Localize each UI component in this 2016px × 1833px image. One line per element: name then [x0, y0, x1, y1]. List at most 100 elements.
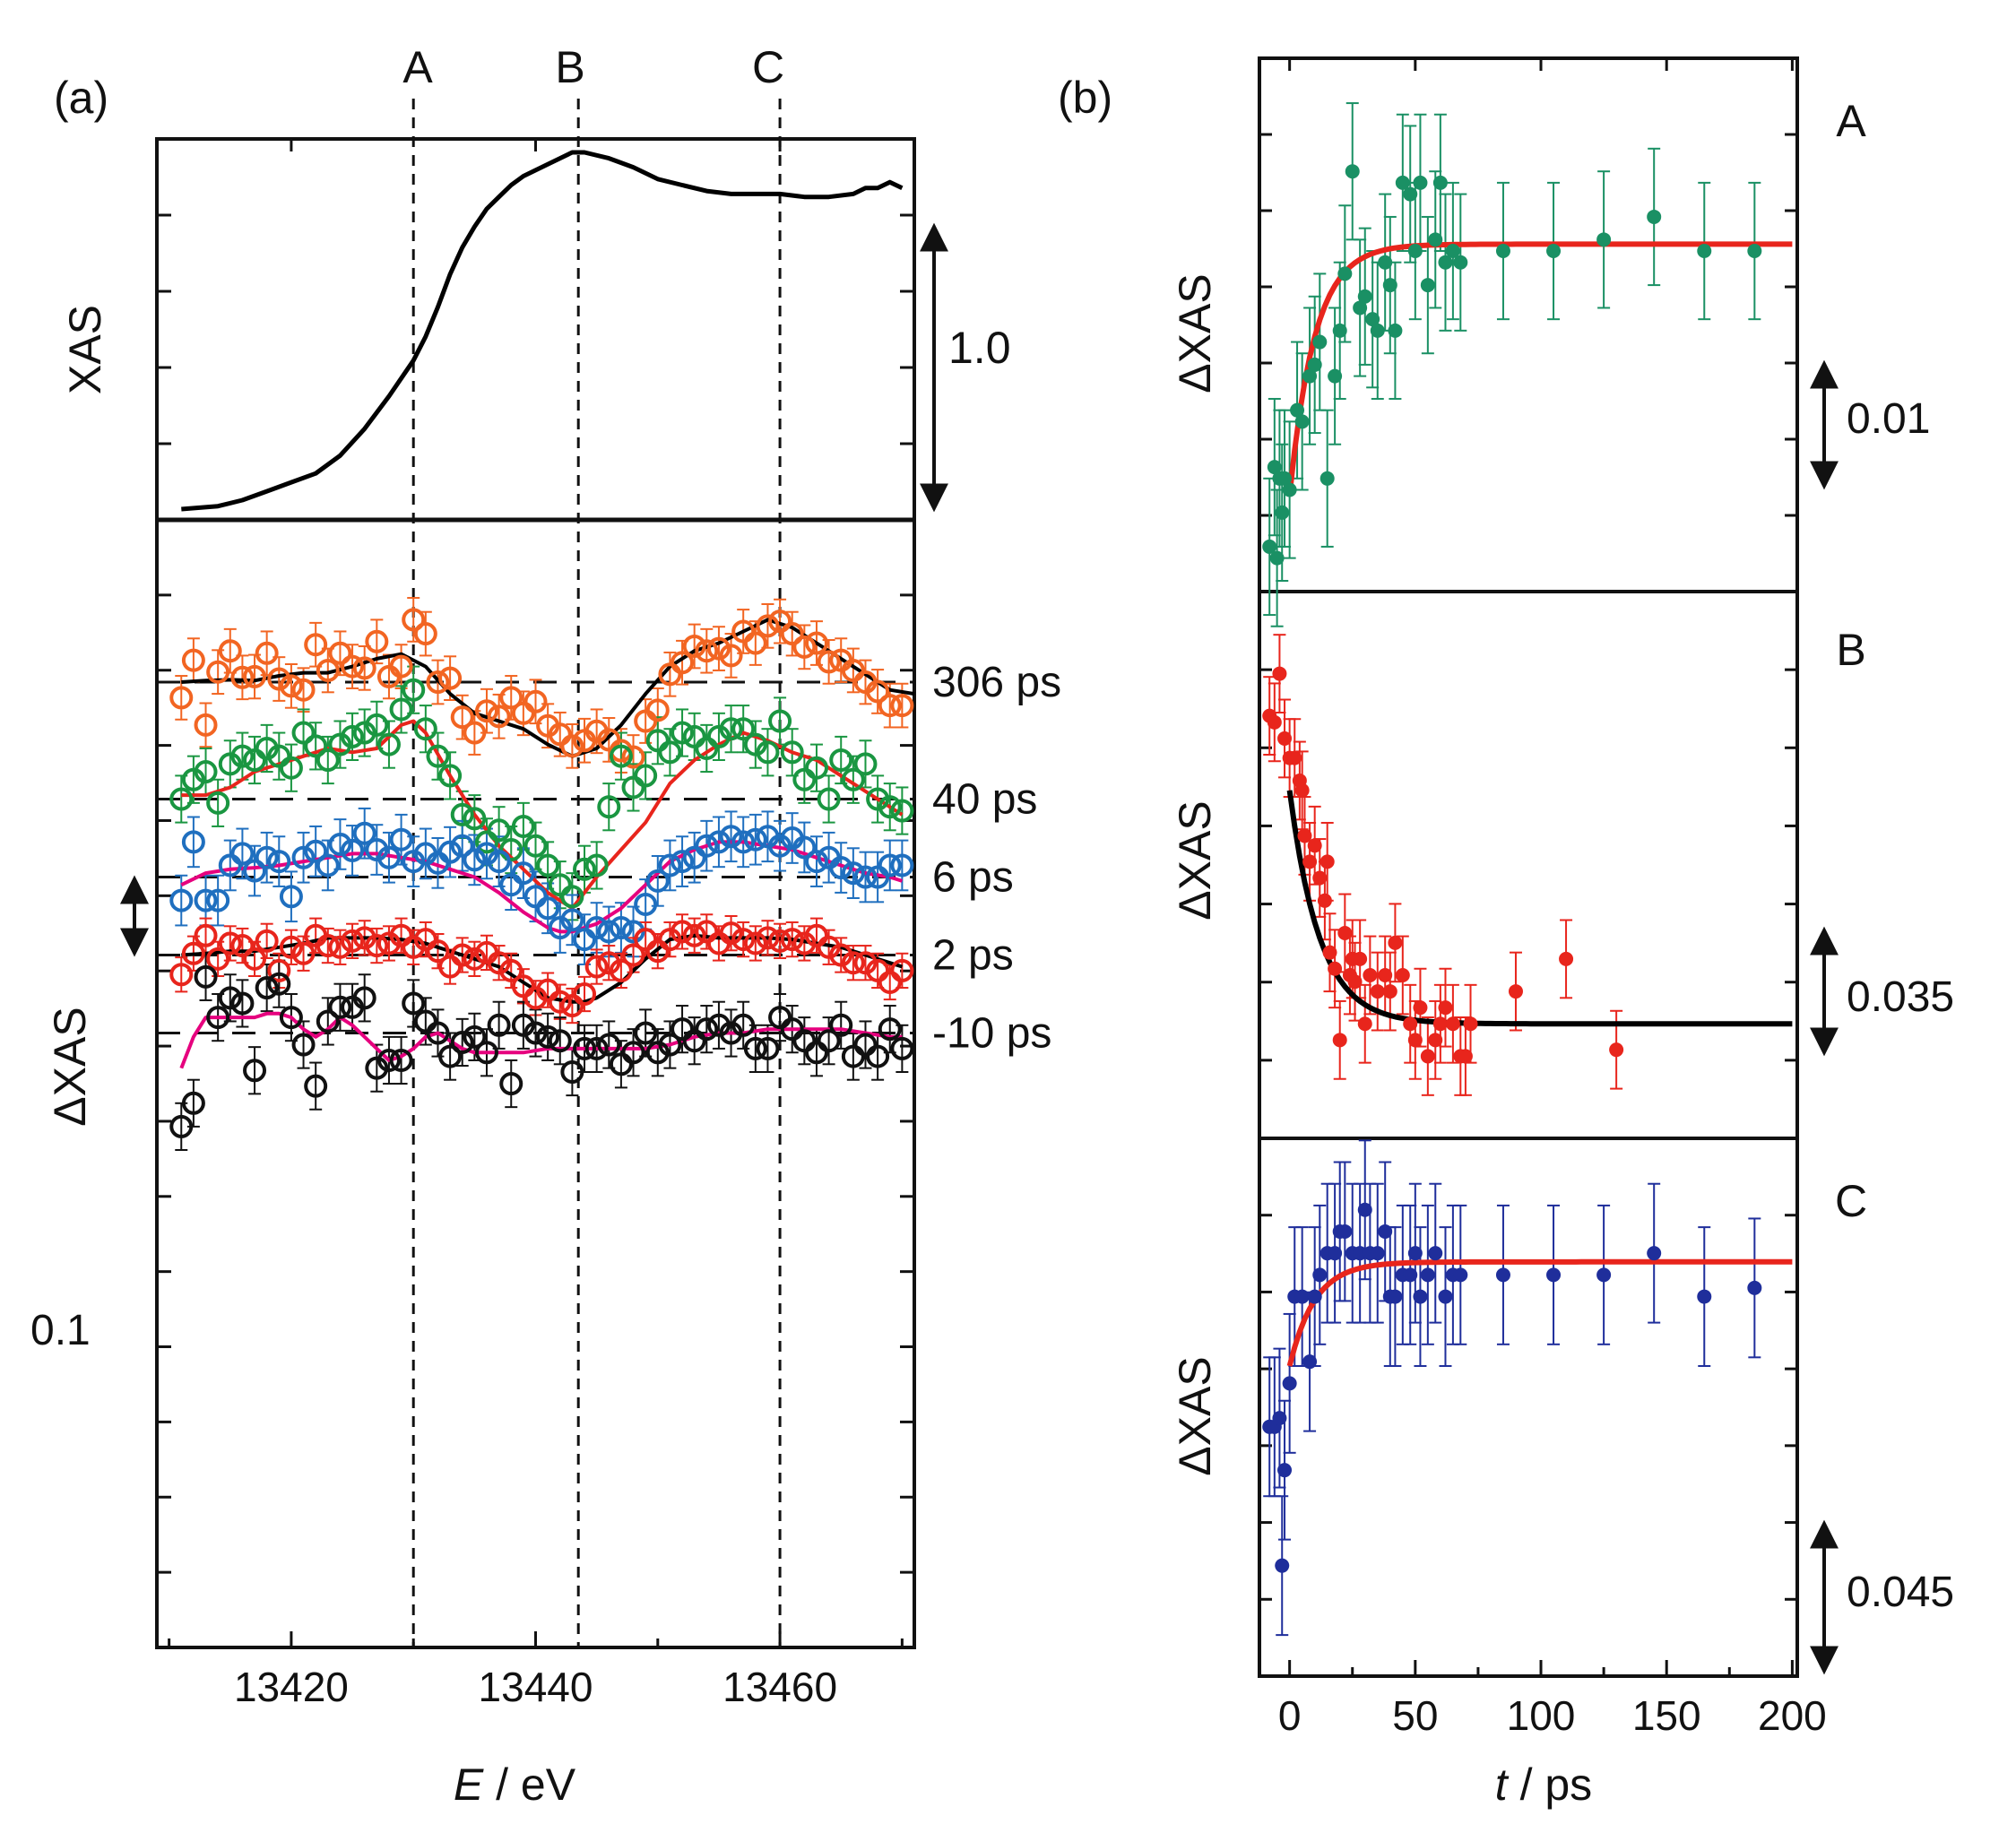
data-point	[267, 850, 291, 874]
data-point	[316, 934, 340, 958]
data-point	[792, 835, 817, 860]
data-point	[206, 888, 230, 912]
data-point	[1438, 1000, 1453, 1016]
data-point	[841, 658, 865, 682]
data-point	[1370, 1246, 1385, 1261]
data-point	[218, 639, 242, 663]
data-point	[1365, 312, 1380, 327]
panel-b-xtick-label: 100	[1507, 1692, 1576, 1739]
data-point	[1438, 255, 1453, 270]
data-point	[1370, 984, 1385, 999]
panel-a-label: (a)	[54, 73, 108, 123]
data-point	[671, 721, 695, 745]
data-point	[1647, 1246, 1662, 1261]
data-point	[413, 622, 437, 646]
marker-label-a: A	[402, 42, 433, 92]
data-point	[560, 994, 584, 1018]
data-point	[413, 928, 437, 952]
data-point	[291, 721, 316, 745]
data-point	[866, 865, 890, 889]
data-point	[658, 662, 682, 687]
data-point	[450, 1030, 474, 1054]
data-point	[1307, 1289, 1322, 1304]
data-point	[1328, 1246, 1343, 1261]
data-point	[255, 641, 279, 665]
data-point	[841, 1044, 865, 1068]
data-point	[1403, 1267, 1418, 1283]
data-point	[743, 827, 767, 852]
data-point	[169, 963, 194, 987]
data-point	[1463, 1016, 1478, 1032]
exponential-fit	[1286, 1258, 1793, 1367]
data-point	[267, 958, 291, 982]
data-point	[341, 838, 365, 862]
data-point	[376, 732, 401, 757]
data-point	[548, 873, 572, 897]
data-point	[402, 678, 426, 702]
data-point	[169, 1114, 194, 1138]
data-point	[671, 850, 695, 874]
data-point	[1546, 1267, 1562, 1283]
data-point	[389, 697, 413, 722]
data-point	[597, 795, 621, 819]
data-point	[1277, 1463, 1293, 1478]
data-point	[695, 834, 719, 858]
data-point	[438, 764, 463, 788]
data-point	[1312, 334, 1328, 350]
data-point	[316, 658, 340, 682]
data-point	[597, 920, 621, 944]
data-point	[878, 795, 902, 819]
data-point	[634, 892, 658, 916]
data-point	[450, 802, 474, 826]
data-point	[1294, 1289, 1310, 1304]
data-point	[878, 694, 902, 718]
data-point	[878, 1017, 902, 1042]
data-point	[463, 721, 487, 745]
data-point	[634, 764, 658, 788]
data-point	[487, 818, 511, 843]
data-point	[1388, 323, 1403, 338]
data-point	[499, 958, 523, 982]
data-point	[291, 678, 316, 702]
subpanel-label-c: C	[1835, 1176, 1867, 1226]
data-point	[671, 651, 695, 675]
data-point	[206, 1006, 230, 1030]
data-point	[181, 830, 205, 854]
data-point	[1307, 838, 1322, 853]
data-point	[389, 654, 413, 679]
data-point	[450, 943, 474, 967]
data-point	[706, 636, 731, 661]
data-point	[279, 756, 303, 780]
data-point	[1647, 209, 1662, 224]
data-point	[1609, 1042, 1624, 1058]
data-point	[230, 665, 255, 689]
data-point	[304, 1074, 328, 1098]
data-point	[609, 958, 633, 982]
data-point	[1420, 1267, 1435, 1283]
data-point	[1407, 1246, 1423, 1261]
data-point	[1420, 1049, 1435, 1064]
data-point	[511, 974, 535, 999]
data-point	[658, 1033, 682, 1057]
data-point	[731, 1013, 756, 1037]
data-point	[853, 865, 878, 889]
panel-b-xtick-label: 150	[1632, 1692, 1701, 1739]
data-point	[365, 629, 389, 653]
data-point	[573, 857, 597, 881]
delay-label: 2 ps	[932, 932, 1014, 980]
data-point	[230, 991, 255, 1016]
data-point	[756, 1036, 780, 1060]
data-point	[230, 934, 255, 958]
data-point	[389, 923, 413, 947]
data-point	[1272, 666, 1287, 681]
data-point	[658, 853, 682, 878]
data-point	[426, 670, 450, 694]
data-point	[1378, 1223, 1393, 1239]
data-point	[328, 935, 352, 959]
data-point	[682, 845, 706, 869]
data-point	[304, 734, 328, 758]
data-point	[316, 748, 340, 772]
data-point	[768, 929, 792, 953]
data-point	[1272, 1411, 1287, 1426]
data-point	[1495, 244, 1510, 259]
